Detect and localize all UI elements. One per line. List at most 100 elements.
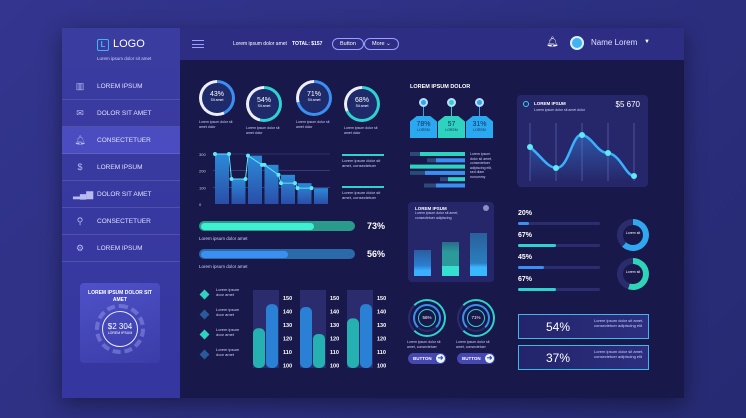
- sidebar-item[interactable]: ▥ LOREM IPSUM: [62, 73, 180, 100]
- tick-label: 140: [283, 310, 292, 316]
- bar: [300, 307, 312, 368]
- ring-button[interactable]: BUTTON ➜: [457, 353, 495, 364]
- user-dropdown-icon[interactable]: ▼: [644, 39, 650, 45]
- bar: [281, 174, 295, 204]
- line-point: [295, 186, 300, 191]
- concentric-ring-chart: 71%: [457, 299, 495, 337]
- small-donut: Lorem sit: [617, 258, 649, 290]
- more-dropdown[interactable]: More ⌄: [364, 38, 399, 50]
- mail-icon: ✉: [76, 107, 84, 118]
- line-point: [229, 177, 234, 181]
- donut-value: 54%: [256, 97, 271, 104]
- tag-label: LOREM: [473, 128, 486, 132]
- sidebar-item-label: LOREM IPSUM: [97, 244, 143, 252]
- header: Lorem ipsum dolor amet TOTAL: $157 Butto…: [180, 28, 684, 60]
- line-point: [213, 152, 217, 156]
- line-point: [243, 177, 248, 181]
- bar: [264, 164, 279, 204]
- progress-bar: [199, 221, 355, 231]
- progress-caption: Lorem ipsum dolor amet: [199, 264, 248, 269]
- tag-value: 78%: [416, 121, 431, 128]
- sidebar-item[interactable]: 🔔︎ CONSECTETUER: [62, 127, 180, 154]
- tick-label: 110: [283, 350, 292, 356]
- mini-bar: [442, 242, 459, 276]
- user-name[interactable]: Name Lorem: [591, 38, 638, 47]
- tag-label: LOREM: [445, 128, 458, 132]
- header-button[interactable]: Button: [332, 38, 364, 50]
- stat-text: Lorem ipsum dolor sit amet, consectetuer…: [594, 318, 644, 329]
- progress-value: 56%: [367, 249, 386, 259]
- sidebar-item[interactable]: ✉ DOLOR SIT AMET: [62, 100, 180, 127]
- tag-badge: 31% LOREM: [466, 116, 493, 138]
- sidebar-item[interactable]: ▂▄▆ DOLOR SIT AMET: [62, 181, 180, 208]
- header-total: TOTAL: $157: [292, 41, 323, 47]
- ring-button[interactable]: BUTTON ➜: [408, 353, 446, 364]
- sidebar-item[interactable]: $ LOREM IPSUM: [62, 154, 180, 181]
- bar-chart-icon: ▂▄▆: [73, 188, 94, 199]
- progress-track: [518, 222, 600, 225]
- gear-icon: ⚙: [75, 242, 85, 253]
- dollar-icon: $: [77, 162, 83, 172]
- grouped-bar-chart: 150 140 130 120 110 100 150 140 130 120 110 100 150 1…: [253, 290, 386, 370]
- stat-text: Lorem ipsum dolor sit amet, consectetuer…: [594, 349, 644, 360]
- bar-value: 67%: [518, 276, 533, 283]
- chevron-down-icon: ⌄: [386, 41, 391, 47]
- menu-icon[interactable]: [192, 40, 204, 48]
- bar: [360, 304, 372, 368]
- sidebar-item-label: CONSECTETUER: [97, 136, 151, 144]
- ring-value: 71%: [467, 309, 485, 327]
- header-text: Lorem ipsum dolor amet: [233, 41, 287, 47]
- donut-caption: Lorem ipsum dolor sit amet dolor: [199, 120, 233, 129]
- line-card-sub: Lorem ipsum dolor sit amet dolor: [534, 108, 585, 112]
- button-label: BUTTON: [413, 356, 432, 361]
- line-point: [309, 186, 314, 191]
- y-tick-label: 0: [199, 202, 202, 207]
- more-label: More: [372, 41, 385, 47]
- bar-value: 20%: [518, 210, 533, 217]
- search-icon: ⚲: [76, 215, 84, 226]
- legend-text: Lorem ipsum door amet: [216, 327, 240, 338]
- progress-value: 73%: [367, 221, 386, 231]
- bar-value: 45%: [518, 254, 533, 261]
- donut-sub: Sit amet: [355, 104, 369, 108]
- legend-text: Lorem ipsum door amet: [216, 287, 240, 298]
- bar: [314, 188, 328, 204]
- tag-label: LOREM: [417, 128, 430, 132]
- arrow-right-icon: ➜: [485, 354, 494, 363]
- line-card-value: $5 670: [615, 100, 640, 109]
- mini-bar: [414, 250, 431, 276]
- hbars-text: Lorem ipsum dolor sit amet, consectetuer…: [470, 152, 492, 179]
- balance-card: LOREM IPSUM DOLOR SIT AMET $2 304 LOREM …: [80, 283, 160, 363]
- tick-label: 150: [330, 296, 339, 302]
- bar-value: 67%: [518, 232, 533, 239]
- y-tick-label: 100: [199, 185, 206, 190]
- avatar[interactable]: [570, 36, 584, 50]
- progress-bar: [199, 249, 355, 259]
- stat-value: 37%: [546, 351, 571, 365]
- info-icon[interactable]: [483, 205, 489, 211]
- sidebar-item-label: DOLOR SIT AMET: [97, 109, 152, 117]
- line-point: [246, 153, 250, 158]
- small-donut: Lorem sit: [617, 219, 649, 251]
- hbar: [410, 164, 465, 169]
- donut-chart: 54% Sit amet: [246, 86, 282, 122]
- tag-pin-icon: [447, 98, 456, 107]
- sidebar-item[interactable]: ⚙ LOREM IPSUM: [62, 235, 180, 262]
- hbar: [436, 158, 465, 163]
- donut-caption: Lorem ipsum dolor sit amet dolor: [344, 126, 378, 135]
- line-point: [227, 152, 231, 156]
- progress-caption: Lorem ipsum dolor amet: [199, 236, 248, 241]
- gear-icon: [523, 101, 529, 107]
- ring-value: 56%: [418, 309, 436, 327]
- tag-value: 57: [447, 121, 456, 128]
- sidebar-item[interactable]: ⚲ CONSECTETUER: [62, 208, 180, 235]
- concentric-ring-chart: 56%: [408, 299, 446, 337]
- tag-pin-icon: [419, 98, 428, 107]
- notification-bell-icon[interactable]: 🔔︎: [546, 37, 559, 48]
- small-donut-label: Lorem sit: [623, 264, 643, 284]
- tick-label: 140: [377, 310, 386, 316]
- bar-line-chart: 300 200 100 0: [199, 152, 330, 207]
- tick-label: 120: [377, 337, 386, 343]
- horizontal-bars: [410, 152, 465, 188]
- line-point: [276, 172, 281, 177]
